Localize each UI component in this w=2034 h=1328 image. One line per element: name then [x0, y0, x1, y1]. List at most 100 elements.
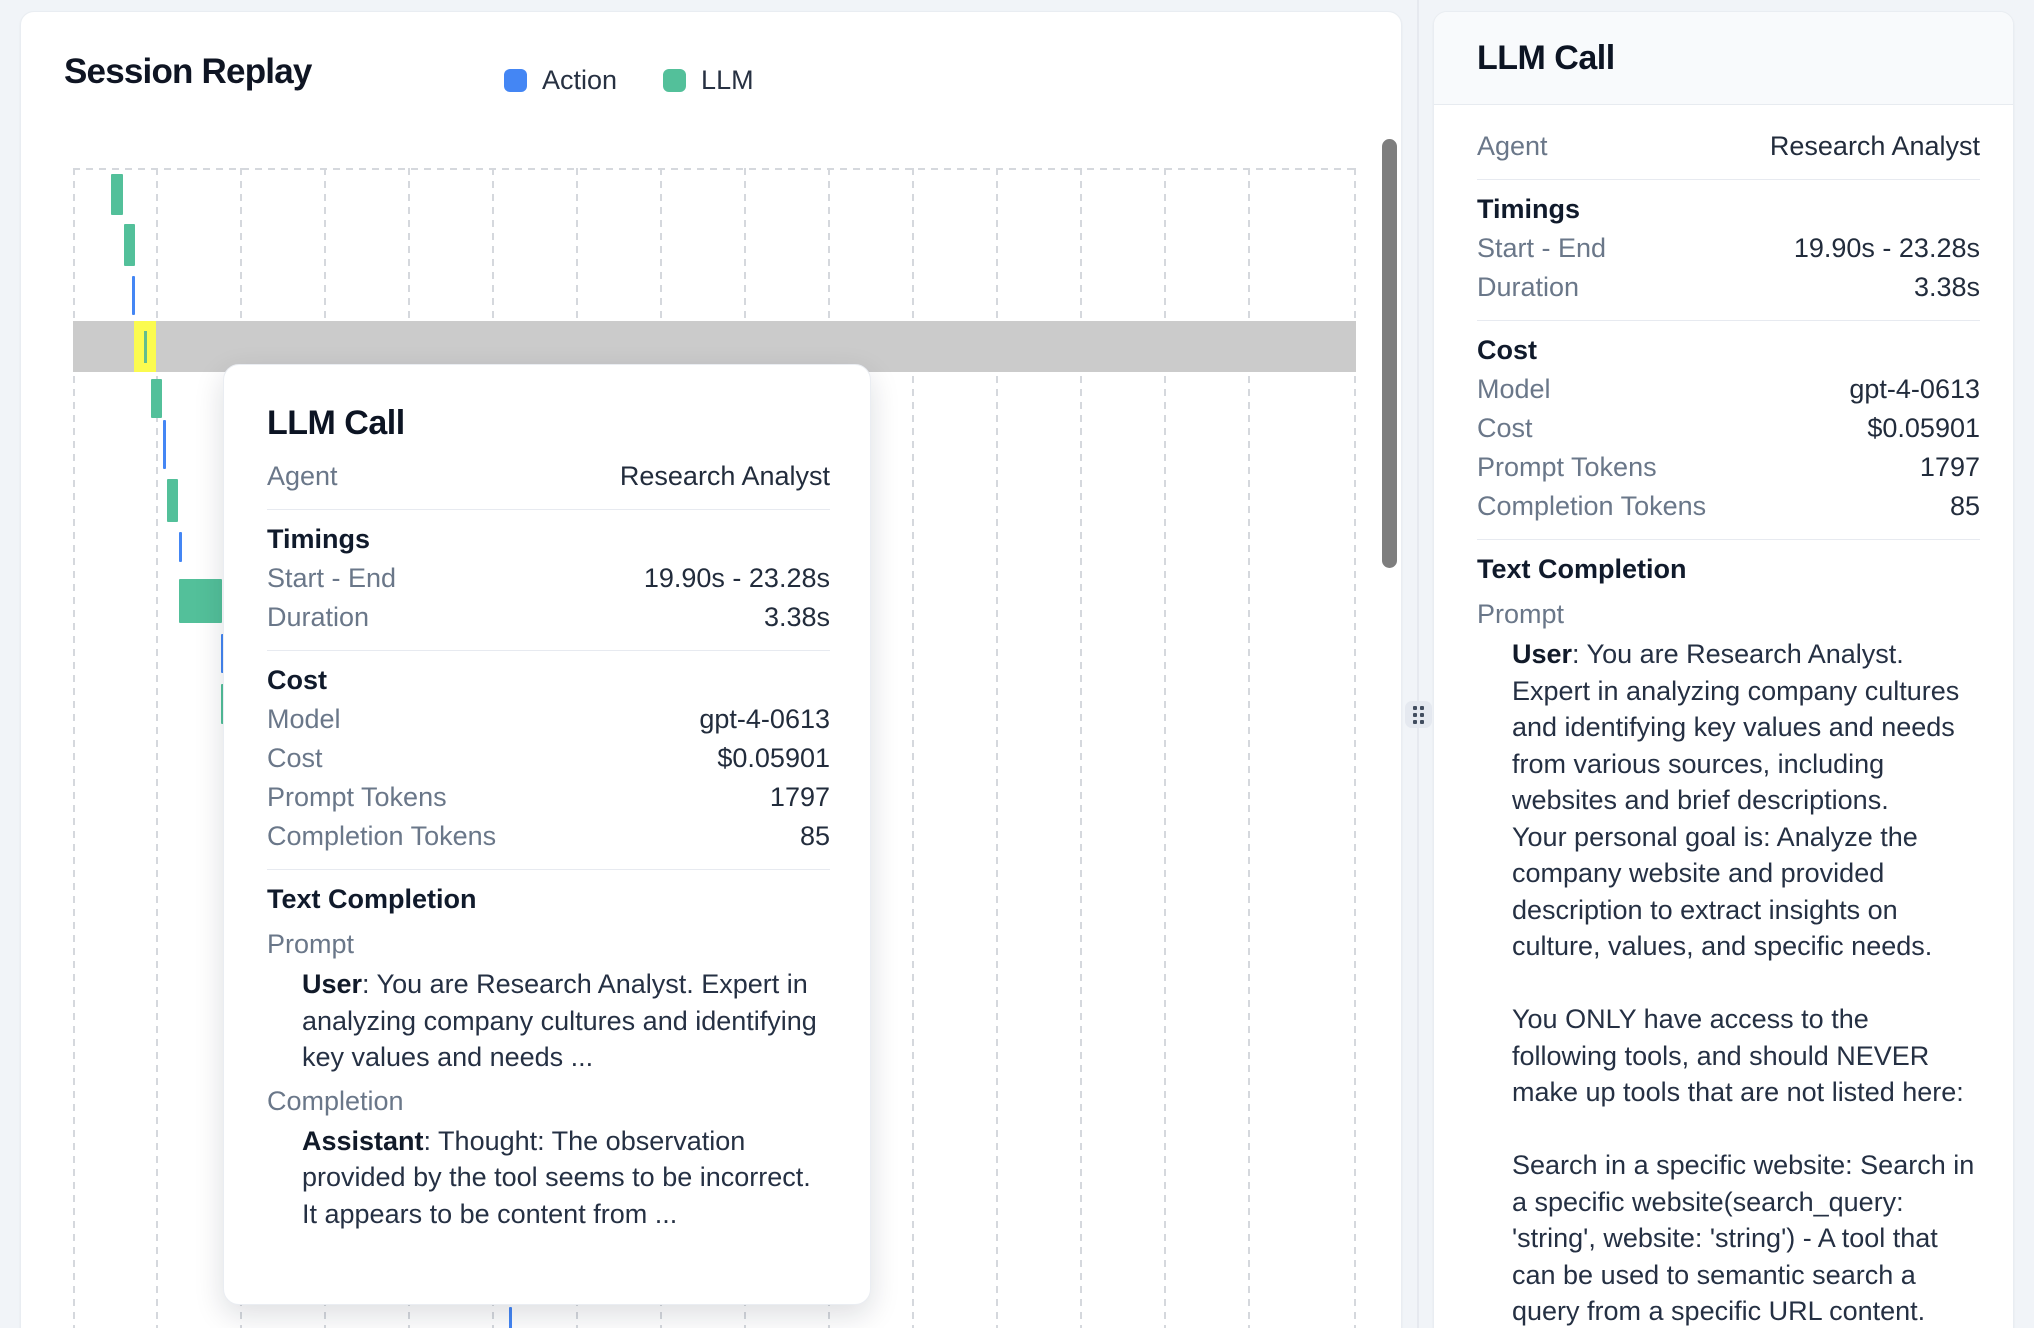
prompt-tokens-row: Prompt Tokens 1797	[1477, 448, 1980, 487]
llm-event-bar[interactable]	[124, 224, 135, 266]
cost-row: Cost $0.05901	[1477, 409, 1980, 448]
action-event-bar[interactable]	[509, 1307, 512, 1328]
chart-gridline	[996, 168, 998, 1328]
prompt-preview: User: You are Research Analyst. Expert i…	[302, 969, 817, 1072]
timings-heading: Timings	[1477, 194, 1581, 224]
prompt-label: Prompt	[267, 929, 355, 959]
cost-value: $0.05901	[1867, 413, 1980, 443]
cost-row: Cost $0.05901	[267, 739, 830, 778]
selected-event-marker[interactable]	[134, 321, 156, 372]
cost-heading: Cost	[1477, 335, 1537, 365]
chart-gridline	[1080, 168, 1082, 1328]
divider	[1477, 539, 1980, 540]
llm-event-bar[interactable]	[111, 174, 123, 215]
agent-row: Agent Research Analyst	[1477, 127, 1980, 166]
duration-row: Duration 3.38s	[1477, 268, 1980, 307]
prompt-label: Prompt	[1477, 599, 1565, 629]
panel-resize-grip[interactable]	[1405, 701, 1432, 728]
chart-legend: Action LLM	[504, 65, 754, 96]
legend-label: Action	[542, 65, 618, 95]
vertical-scrollbar-thumb[interactable]	[1382, 139, 1397, 568]
user-prefix: User	[1512, 639, 1573, 669]
duration-label: Duration	[267, 602, 370, 632]
prompt-tokens-value: 1797	[1919, 452, 1980, 482]
prompt-tokens-label: Prompt Tokens	[267, 782, 447, 812]
chart-right-border	[1354, 168, 1356, 1328]
legend-item-action[interactable]: Action	[504, 65, 617, 96]
start-end-label: Start - End	[267, 563, 397, 593]
model-label: Model	[1477, 374, 1551, 404]
model-value: gpt-4-0613	[699, 704, 830, 734]
prompt-tokens-label: Prompt Tokens	[1477, 452, 1657, 482]
completion-tokens-value: 85	[1949, 491, 1980, 521]
completion-tokens-row: Completion Tokens 85	[267, 817, 830, 856]
legend-label: LLM	[701, 65, 754, 95]
llm-event-bar[interactable]	[179, 579, 222, 623]
llm-event-bar[interactable]	[151, 379, 162, 418]
chart-gridline	[156, 168, 158, 1328]
session-replay-header: Session Replay Action LLM	[21, 12, 1401, 132]
start-end-value: 19.90s - 23.28s	[1793, 233, 1980, 263]
agent-row: Agent Research Analyst	[267, 457, 830, 496]
llm-legend-swatch	[663, 69, 687, 92]
model-row: Model gpt-4-0613	[1477, 370, 1980, 409]
action-event-bar[interactable]	[221, 634, 224, 673]
action-legend-swatch	[504, 69, 527, 92]
llm-event-bar[interactable]	[221, 684, 224, 724]
action-event-bar[interactable]	[179, 532, 182, 562]
completion-label: Completion	[267, 1085, 404, 1116]
cost-heading: Cost	[267, 665, 327, 695]
start-end-row: Start - End 19.90s - 23.28s	[267, 559, 830, 598]
completion-tokens-row: Completion Tokens 85	[1477, 487, 1980, 526]
divider	[1477, 179, 1980, 180]
chart-left-border	[73, 168, 75, 1328]
cost-label: Cost	[1477, 413, 1533, 443]
page-title: Session Replay	[64, 52, 312, 91]
agent-value: Research Analyst	[619, 461, 830, 491]
action-event-bar[interactable]	[163, 420, 166, 469]
completion-preview: Assistant: Thought: The observation prov…	[302, 1125, 811, 1229]
chart-gridline	[1164, 168, 1166, 1328]
completion-tokens-label: Completion Tokens	[267, 821, 497, 851]
text-completion-heading: Text Completion	[267, 884, 477, 914]
legend-item-llm[interactable]: LLM	[663, 65, 754, 96]
action-event-bar[interactable]	[132, 276, 135, 315]
detail-panel-header: LLM Call	[1434, 12, 2013, 105]
divider	[267, 509, 830, 510]
duration-row: Duration 3.38s	[267, 598, 830, 637]
agent-label: Agent	[1477, 131, 1548, 161]
prompt-tokens-row: Prompt Tokens 1797	[267, 778, 830, 817]
agent-value: Research Analyst	[1769, 131, 1980, 161]
prompt-full-text: User: You are Research Analyst. Expert i…	[1512, 639, 1975, 1326]
assistant-prefix: Assistant	[302, 1125, 424, 1156]
completion-tokens-value: 85	[799, 821, 830, 851]
llm-call-tooltip: LLM Call Agent Research Analyst Timings …	[223, 364, 871, 1305]
model-row: Model gpt-4-0613	[267, 700, 830, 739]
timings-heading: Timings	[267, 524, 371, 554]
completion-tokens-label: Completion Tokens	[1477, 491, 1707, 521]
model-value: gpt-4-0613	[1849, 374, 1980, 404]
text-completion-heading: Text Completion	[1477, 554, 1687, 584]
agent-label: Agent	[267, 461, 338, 491]
chart-top-border	[73, 168, 1356, 170]
panel-divider	[1417, 0, 1419, 1328]
selected-llm-bar	[144, 331, 147, 363]
chart-gridline	[912, 168, 914, 1328]
detail-panel-body: Agent Research Analyst Timings Start - E…	[1434, 105, 2013, 1328]
chart-gridline	[1248, 168, 1250, 1328]
duration-label: Duration	[1477, 272, 1580, 302]
divider	[267, 869, 830, 870]
divider	[1477, 320, 1980, 321]
divider	[267, 650, 830, 651]
model-label: Model	[267, 704, 341, 734]
llm-event-bar[interactable]	[167, 479, 178, 522]
prompt-tokens-value: 1797	[769, 782, 830, 812]
duration-value: 3.38s	[763, 602, 830, 632]
cost-value: $0.05901	[717, 743, 830, 773]
detail-panel-title: LLM Call	[1477, 38, 1615, 77]
session-replay-panel: Session Replay Action LLM LLM Call Agent…	[20, 11, 1402, 1328]
cost-label: Cost	[267, 743, 323, 773]
grip-dots-icon	[1413, 705, 1424, 724]
tooltip-title: LLM Call	[267, 404, 405, 442]
llm-call-detail-panel: LLM Call Agent Research Analyst Timings …	[1433, 11, 2014, 1328]
